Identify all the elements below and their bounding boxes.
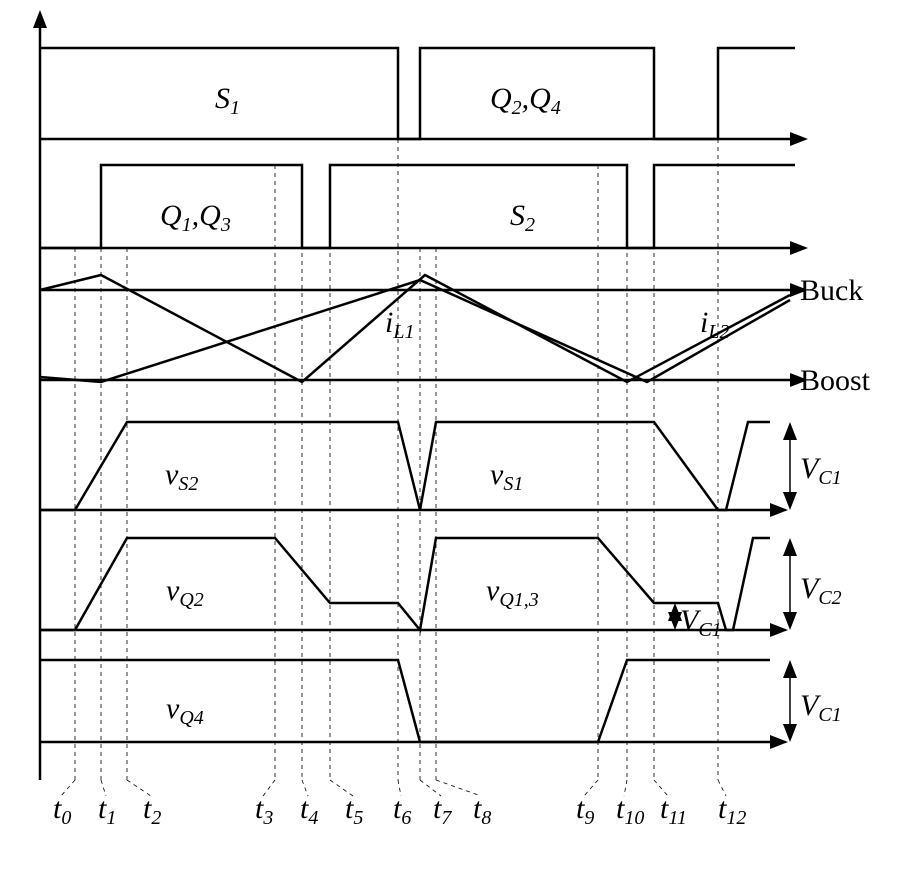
svg-text:Q2,Q4: Q2,Q4 [490,82,561,119]
svg-text:t10: t10 [616,792,644,829]
svg-text:Boost: Boost [800,364,871,397]
svg-text:t1: t1 [98,792,116,829]
svg-text:iL1: iL1 [385,306,414,343]
svg-text:VC2: VC2 [800,572,842,609]
svg-text:VC1: VC1 [680,604,722,641]
svg-text:t4: t4 [300,792,318,829]
svg-text:t11: t11 [660,792,687,829]
svg-text:t9: t9 [576,792,594,829]
svg-text:S1: S1 [215,82,240,119]
svg-text:S2: S2 [510,199,535,236]
svg-text:VC1: VC1 [800,689,842,726]
svg-text:t5: t5 [345,792,363,829]
svg-text:t7: t7 [433,792,452,829]
diagram-svg: S1 Q2,Q4 Q1,Q3 S2 iL1 iL2 Buck Boost vS2 vS1 vQ2 vQ… [0,0,921,871]
svg-text:vQ1,3: vQ1,3 [486,574,539,611]
svg-text:Buck: Buck [800,274,863,307]
svg-text:t2: t2 [143,792,161,829]
svg-text:Q1,Q3: Q1,Q3 [160,199,231,236]
svg-text:t8: t8 [473,792,491,829]
svg-text:vS2: vS2 [165,458,198,495]
svg-text:t3: t3 [255,792,273,829]
svg-text:vQ2: vQ2 [166,574,204,611]
timing-diagram: S1 Q2,Q4 Q1,Q3 S2 iL1 iL2 Buck Boost vS2 vS1 vQ2 vQ… [0,0,921,871]
svg-text:t12: t12 [718,792,746,829]
svg-text:vQ4: vQ4 [166,692,204,729]
svg-text:t0: t0 [53,792,71,829]
svg-text:vS1: vS1 [490,458,523,495]
svg-text:iL2: iL2 [700,306,729,343]
svg-text:VC1: VC1 [800,452,842,489]
svg-text:t6: t6 [393,792,411,829]
